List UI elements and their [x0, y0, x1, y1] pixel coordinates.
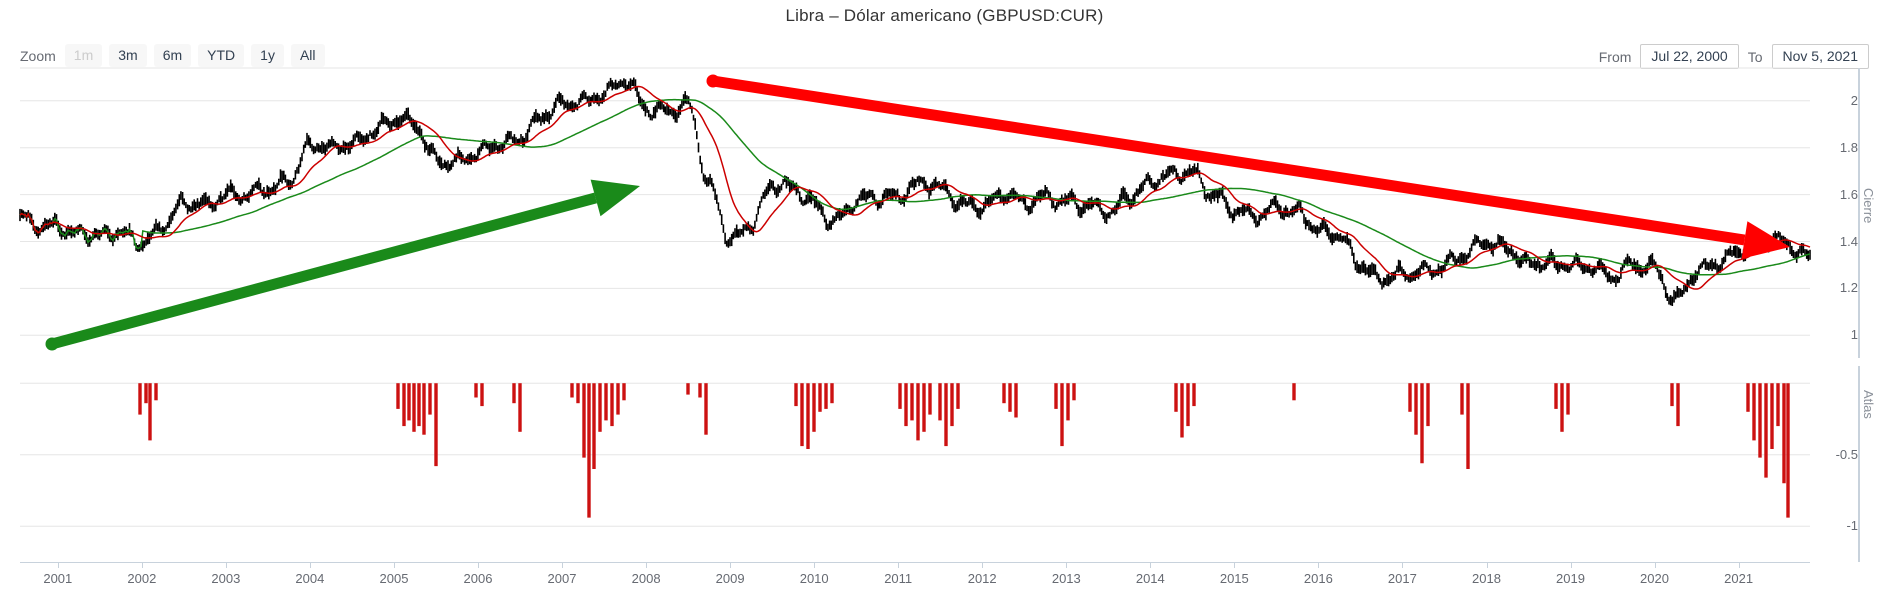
x-tick-mark [225, 562, 227, 568]
x-tick-mark [141, 562, 143, 568]
x-tick-label: 2021 [1724, 571, 1754, 586]
price-plot-svg [19, 67, 1811, 351]
price-y-tick-label: 1.4 [1839, 233, 1858, 249]
x-tick-label: 2016 [1303, 571, 1333, 586]
x-tick-mark [478, 562, 479, 568]
x-tick-label: 2002 [127, 571, 157, 586]
price-y-tick-label: 2 [1850, 92, 1858, 108]
price-y-tick-label: 1.2 [1839, 280, 1858, 296]
range-button-all[interactable]: All [290, 44, 325, 67]
x-axis-line [20, 562, 1810, 563]
x-tick-label: 2015 [1219, 571, 1249, 586]
price-y-tick-label: 1.8 [1839, 139, 1858, 155]
atlas-plot-svg [20, 382, 1810, 527]
to-label: To [1747, 48, 1763, 65]
x-tick-mark [57, 562, 59, 568]
range-selector-label: Zoom [20, 47, 56, 64]
x-tick-label: 2004 [295, 571, 325, 586]
price-y-tick-label: 1.6 [1839, 186, 1858, 202]
x-tick-label: 2001 [43, 571, 73, 586]
x-tick-mark [1486, 562, 1488, 568]
x-tick-mark [1066, 562, 1068, 568]
x-tick-label: 2013 [1051, 571, 1081, 586]
x-axis: 2001 2002 2003 2004 2005 2006 2007 2008 2009 2010… [20, 562, 1810, 608]
from-label: From [1598, 48, 1632, 65]
atlas-y-tick-label: -1 [1846, 518, 1858, 534]
range-button-3m[interactable]: 3m [109, 44, 147, 67]
x-tick-mark [1738, 562, 1740, 568]
x-tick-label: 2017 [1387, 571, 1417, 586]
price-y-tick-label: 1 [1850, 327, 1858, 343]
price-plot-area[interactable] [19, 67, 1811, 354]
atlas-bars [138, 383, 1790, 518]
x-tick-mark [730, 562, 732, 568]
range-selector: Zoom 1m 3m 6m YTD 1y All [20, 44, 325, 67]
x-tick-label: 2018 [1472, 571, 1501, 586]
x-tick-mark [309, 562, 311, 568]
x-tick-label: 2011 [884, 571, 913, 586]
x-tick-mark [814, 562, 816, 568]
x-tick-mark [982, 562, 984, 568]
x-tick-label: 2014 [1135, 571, 1165, 586]
atlas-y-axis-title: Atlas [1861, 390, 1876, 419]
x-tick-mark [1570, 562, 1572, 568]
price-y-axis-line [1858, 68, 1860, 358]
price-y-axis: 2 1.8 1.6 1.4 1.2 1 [1812, 68, 1858, 354]
x-tick-mark [1318, 562, 1320, 568]
x-tick-label: 2003 [211, 571, 241, 586]
green-uptrend-arrow-shaft [50, 192, 598, 350]
range-button-1m[interactable]: 1m [64, 44, 103, 67]
range-button-1y[interactable]: 1y [251, 44, 284, 67]
to-date-input[interactable]: Nov 5, 2021 [1771, 44, 1869, 69]
from-date-input[interactable]: Jul 22, 2000 [1640, 44, 1739, 69]
date-range-controls: From Jul 22, 2000 To Nov 5, 2021 [1599, 44, 1869, 69]
atlas-y-axis: -0.5 -1 [1812, 366, 1858, 562]
x-tick-label: 2007 [547, 571, 577, 586]
x-tick-label: 2005 [379, 571, 409, 586]
moving-average-slow-line [19, 98, 1811, 276]
red-downtrend-arrow [706, 74, 1790, 259]
x-tick-mark [646, 562, 648, 568]
x-tick-mark [1402, 562, 1404, 568]
x-tick-label: 2020 [1640, 571, 1669, 586]
x-tick-mark [898, 562, 900, 568]
x-tick-label: 2006 [463, 571, 493, 586]
x-tick-label: 2019 [1556, 571, 1585, 586]
x-tick-mark [394, 562, 395, 568]
atlas-y-axis-line [1858, 366, 1860, 562]
atlas-plot-area[interactable] [20, 366, 1810, 562]
range-button-ytd[interactable]: YTD [198, 44, 245, 67]
x-tick-label: 2009 [715, 571, 745, 586]
x-tick-label: 2008 [631, 571, 661, 586]
moving-average-fast-line [19, 85, 1811, 290]
red-downtrend-arrow-shaft [712, 75, 1746, 246]
range-button-6m[interactable]: 6m [153, 44, 192, 67]
x-tick-label: 2012 [967, 571, 997, 586]
page-title: Libra – Dólar americano (GBPUSD:CUR) [785, 6, 1104, 25]
red-downtrend-arrow-head [1741, 221, 1790, 259]
x-tick-mark [1654, 562, 1656, 568]
price-bars [19, 77, 1811, 306]
green-uptrend-arrow [45, 179, 640, 351]
x-tick-label: 2010 [799, 571, 829, 586]
atlas-y-tick-label: -0.5 [1835, 446, 1858, 462]
x-tick-mark [562, 562, 563, 568]
x-tick-mark [1150, 562, 1152, 568]
x-tick-mark [1234, 562, 1236, 568]
red-downtrend-arrow-start-dot [706, 74, 720, 88]
green-uptrend-arrow-head [590, 179, 640, 217]
price-y-axis-title: Cierre [1861, 188, 1876, 224]
green-uptrend-arrow-start-dot [45, 337, 59, 351]
